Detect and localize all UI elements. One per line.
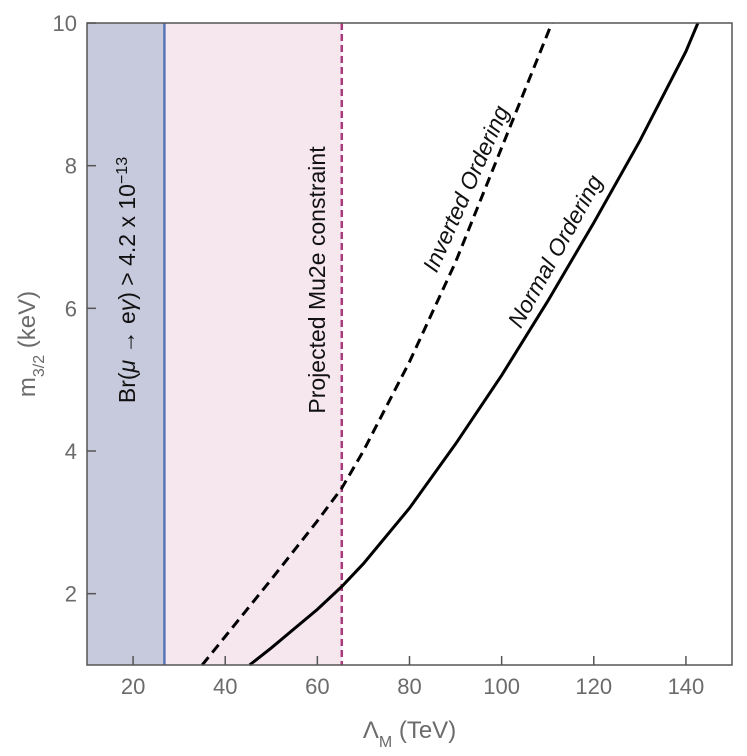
x-axis-ticks: 20 40 60 80 100 120 140 xyxy=(121,656,704,699)
x-axis-label-rest: (TeV) xyxy=(392,717,456,744)
x-axis-label-sub: M xyxy=(379,734,392,751)
x-tick-label: 60 xyxy=(305,674,329,699)
x-axis-label: ΛM (TeV) xyxy=(363,717,456,751)
series-label-normal-ordering: Normal Ordering xyxy=(502,170,607,331)
region-fill-0 xyxy=(87,23,165,665)
series-line-1 xyxy=(201,22,554,666)
y-tick-label: 6 xyxy=(65,296,77,321)
region-label-mu2e: Projected Mu2e constraint xyxy=(304,146,330,414)
y-tick-label: 2 xyxy=(65,582,77,607)
x-tick-label: 120 xyxy=(575,674,612,699)
br-label-pre: Br( xyxy=(114,372,140,403)
y-axis-label-sub: 3/2 xyxy=(31,355,48,377)
br-label-arrow: → e xyxy=(114,311,140,360)
x-tick-label: 140 xyxy=(668,674,705,699)
br-label-mu: μ xyxy=(114,359,140,373)
br-label-post: ) > 4.2 x 10 xyxy=(114,184,140,300)
y-axis-label-main: m xyxy=(14,377,41,397)
br-label-gamma: γ xyxy=(114,298,140,311)
x-tick-label: 80 xyxy=(397,674,421,699)
x-tick-label: 100 xyxy=(483,674,520,699)
y-tick-label: 4 xyxy=(65,439,77,464)
y-axis-label: m3/2 (keV) xyxy=(14,291,48,397)
x-tick-label: 20 xyxy=(121,674,145,699)
series-line-0 xyxy=(248,22,700,667)
x-axis-label-main: Λ xyxy=(363,717,379,744)
y-tick-label: 8 xyxy=(65,154,77,179)
y-axis-label-rest: (keV) xyxy=(14,291,41,355)
series-lines xyxy=(201,22,700,667)
region-label-lfv-bound: Br(μ → eγ) > 4.2 x 10−13 xyxy=(114,157,141,403)
shaded-regions xyxy=(87,23,344,665)
series-label-inverted-ordering: Inverted Ordering xyxy=(417,102,514,276)
x-tick-label: 40 xyxy=(213,674,237,699)
br-label-exp: −13 xyxy=(114,157,131,184)
y-axis-ticks: 2 4 6 8 10 xyxy=(53,11,96,607)
y-tick-label: 10 xyxy=(53,11,77,36)
